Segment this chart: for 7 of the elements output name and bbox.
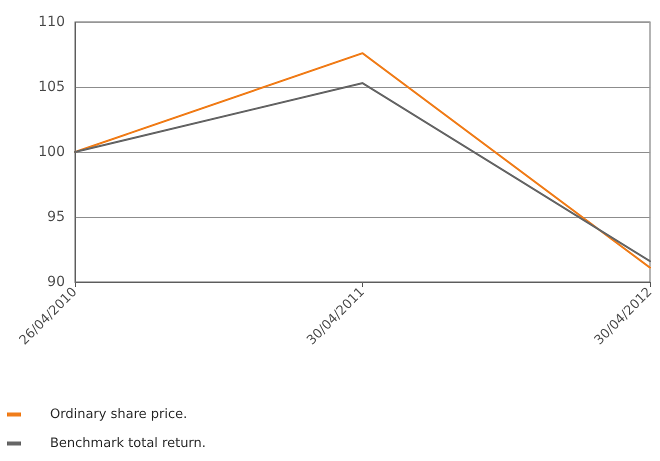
y-tick-label: 105 [38,79,65,95]
y-tick-label: 90 [47,274,65,290]
y-tick-label: 110 [38,14,65,30]
y-tick-label: 95 [47,209,65,225]
legend-label: Benchmark total return. [50,436,206,451]
y-tick-label: 100 [38,144,65,160]
legend-label: Ordinary share price. [50,407,188,422]
